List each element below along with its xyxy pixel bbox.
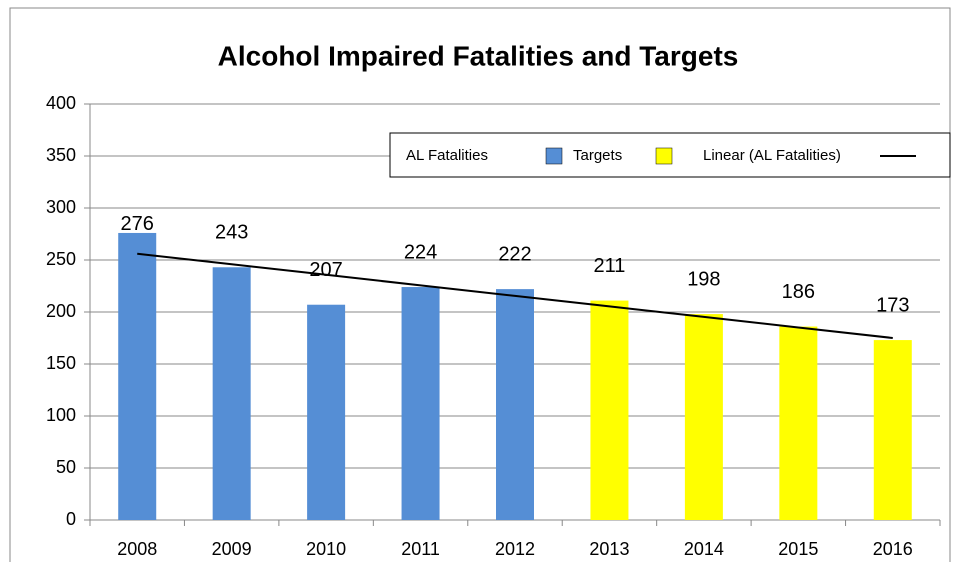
bar [779, 326, 818, 520]
bar [401, 287, 440, 520]
legend-swatch [545, 147, 563, 165]
y-tick-label: 300 [46, 197, 76, 217]
data-label: 207 [309, 259, 342, 281]
x-tick-label: 2016 [873, 539, 913, 559]
x-tick-label: 2010 [306, 539, 346, 559]
data-label: 186 [782, 281, 815, 303]
y-tick-label: 200 [46, 301, 76, 321]
bar [684, 314, 723, 520]
trend-line [137, 252, 893, 339]
data-label: 222 [498, 243, 531, 265]
x-tick-label: 2014 [684, 539, 724, 559]
y-tick-label: 100 [46, 405, 76, 425]
bar [307, 304, 346, 520]
bar [873, 340, 912, 520]
bar [212, 267, 251, 520]
data-label: 198 [687, 268, 720, 290]
y-tick-label: 150 [46, 353, 76, 373]
bar [118, 232, 157, 520]
bar [590, 300, 629, 520]
legend-swatch [655, 147, 673, 165]
x-tick-label: 2013 [589, 539, 629, 559]
y-tick-label: 250 [46, 249, 76, 269]
y-tick-label: 0 [66, 509, 76, 529]
data-label: 173 [876, 294, 909, 316]
y-tick-label: 350 [46, 145, 76, 165]
chart-title: Alcohol Impaired Fatalities and Targets [218, 40, 739, 71]
x-tick-label: 2012 [495, 539, 535, 559]
y-tick-label: 400 [46, 93, 76, 113]
x-tick-label: 2015 [778, 539, 818, 559]
x-tick-label: 2011 [401, 539, 440, 559]
data-label: 243 [215, 222, 248, 244]
bar [496, 289, 534, 520]
data-label: 224 [404, 241, 437, 263]
x-tick-label: 2009 [212, 539, 252, 559]
y-tick-label: 50 [56, 457, 76, 477]
legend-label: AL Fatalities [406, 147, 488, 164]
legend-label: Linear (AL Fatalities) [703, 147, 841, 164]
legend-label: Targets [573, 147, 622, 164]
x-tick-label: 2008 [117, 539, 157, 559]
data-label: 211 [593, 255, 625, 277]
data-label: 276 [121, 213, 154, 235]
